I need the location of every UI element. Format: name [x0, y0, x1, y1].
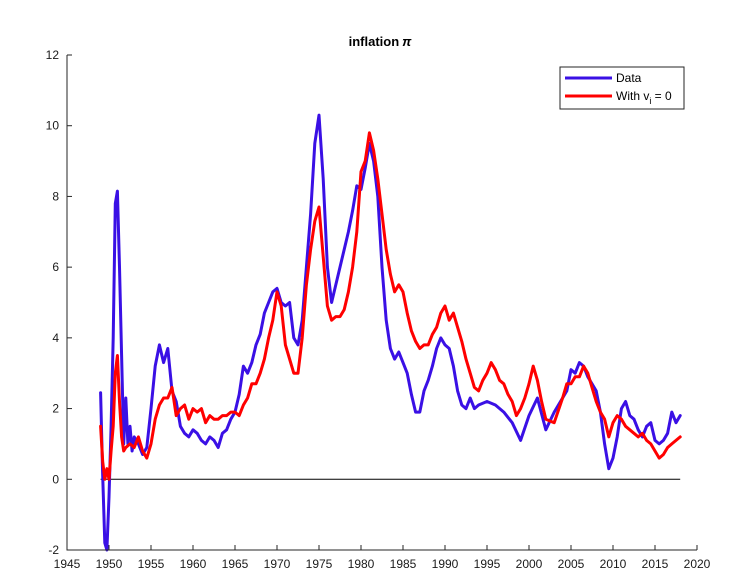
axis-frame	[66, 55, 697, 551]
y-tick-label: 6	[52, 260, 59, 274]
legend: Data With vi = 0	[559, 66, 685, 110]
x-tick-label: 2000	[516, 557, 543, 571]
x-tick-label: 1970	[264, 557, 291, 571]
chart-title-text: inflation	[349, 34, 400, 49]
x-tick-label: 1980	[348, 557, 375, 571]
x-tick-label: 1995	[474, 557, 501, 571]
chart-title-symbol: π	[402, 34, 412, 49]
series-line-with-vi-0	[99, 131, 682, 481]
x-tick-label: 1965	[222, 557, 249, 571]
y-tick-label: 0	[52, 472, 59, 486]
x-tick-label: 1945	[54, 557, 81, 571]
y-tick-label: 4	[52, 331, 59, 345]
legend-label-with-vi-suffix: = 0	[651, 89, 672, 103]
x-tick-label: 1955	[138, 557, 165, 571]
x-tick-label: 2005	[558, 557, 585, 571]
x-tick-label: 1975	[306, 557, 333, 571]
y-tick-label: 10	[46, 119, 60, 133]
legend-label-with-vi-main: With v	[616, 89, 649, 103]
x-tick-label: 1990	[432, 557, 459, 571]
legend-label-data: Data	[616, 71, 642, 85]
chart-title: inflation π	[349, 34, 413, 49]
y-tick-label: -2	[48, 543, 59, 557]
x-tick-label: 2015	[642, 557, 669, 571]
x-tick-label: 2020	[684, 557, 711, 571]
x-tick-label: 1950	[96, 557, 123, 571]
x-tick-label: 2010	[600, 557, 627, 571]
x-tick-label: 1985	[390, 557, 417, 571]
y-tick-label: 2	[52, 402, 59, 416]
plot-area: -2 0 2 4 6 8 10 12 1945 1950 1955 1960 1965 1970 1975 1…	[46, 48, 711, 571]
legend-label-with-vi: With vi = 0	[616, 89, 672, 106]
series-line-data	[99, 113, 682, 552]
y-tick-label: 8	[52, 189, 59, 203]
legend-box	[559, 66, 685, 110]
x-tick-label: 1960	[180, 557, 207, 571]
y-tick-label: 12	[46, 48, 60, 62]
legend-label-with-vi-subscript: i	[649, 96, 651, 106]
